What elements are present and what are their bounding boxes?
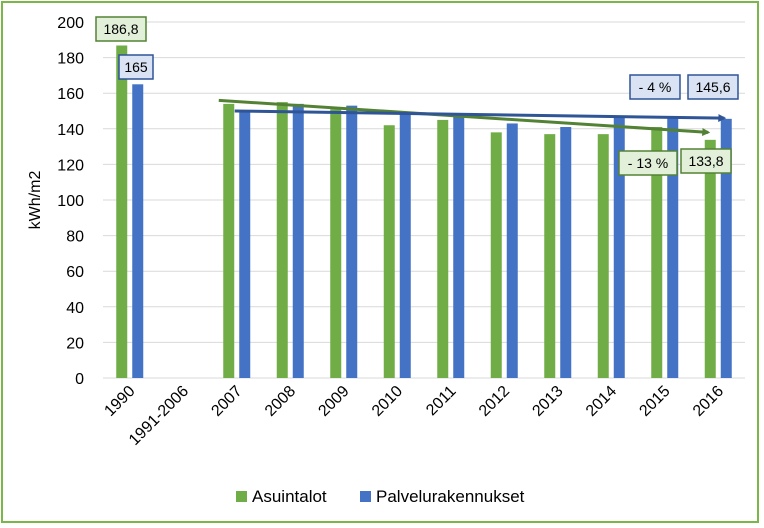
x-tick-label: 2016 bbox=[690, 383, 727, 420]
bar-palvelurakennukset-2014 bbox=[613, 116, 625, 378]
bar-asuintalot-2013 bbox=[544, 134, 556, 378]
legend-label-asuintalot: Asuintalot bbox=[252, 487, 327, 506]
legend: Asuintalot Palvelurakennukset bbox=[236, 487, 525, 506]
bar-asuintalot-2015 bbox=[651, 127, 663, 379]
bar-palvelurakennukset-2009 bbox=[346, 105, 358, 378]
legend-swatch-palvelurakennukset bbox=[360, 491, 371, 502]
x-tick-label: 2008 bbox=[262, 383, 299, 420]
y-tick-label: 140 bbox=[57, 122, 84, 139]
y-tick-label: 160 bbox=[57, 86, 84, 103]
bar-palvelurakennukset-2011 bbox=[453, 114, 465, 378]
bar-palvelurakennukset-2012 bbox=[506, 123, 518, 379]
bar-palvelurakennukset-2008 bbox=[292, 103, 304, 378]
y-tick-label: 100 bbox=[57, 193, 84, 210]
callout-5: 133,8 bbox=[680, 148, 732, 174]
y-tick-label: 20 bbox=[66, 335, 84, 352]
x-tick-label: 2007 bbox=[208, 383, 245, 420]
legend-swatch-asuintalot bbox=[236, 491, 247, 502]
trendlines bbox=[218, 98, 727, 136]
x-tick-label: 1990 bbox=[101, 383, 138, 420]
bar-asuintalot-2014 bbox=[597, 134, 609, 378]
trendline-asuintalot bbox=[218, 98, 711, 136]
callout-label: 186,8 bbox=[103, 21, 138, 37]
callout-0: 186,8 bbox=[95, 16, 147, 42]
legend-label-palvelurakennukset: Palvelurakennukset bbox=[376, 487, 525, 506]
data-callouts: 186,8 165 - 4 % 145,6 - 13 % 133,8 bbox=[95, 16, 739, 176]
bar-asuintalot-1990 bbox=[116, 45, 128, 378]
callout-3: 145,6 bbox=[687, 74, 739, 100]
bar-asuintalot-2009 bbox=[330, 109, 342, 378]
bar-asuintalot-2007 bbox=[223, 103, 235, 378]
y-tick-label: 40 bbox=[66, 300, 84, 317]
callout-2: - 4 % bbox=[629, 74, 681, 100]
y-tick-label: 80 bbox=[66, 229, 84, 246]
bar-asuintalot-2010 bbox=[383, 125, 395, 379]
x-tick-label: 2010 bbox=[369, 383, 406, 420]
x-tick-label: 2009 bbox=[315, 383, 352, 420]
trendline-palvelurakennukset bbox=[234, 109, 727, 123]
callout-1: 165 bbox=[118, 54, 154, 80]
callout-4: - 13 % bbox=[618, 150, 678, 176]
bar-asuintalot-2012 bbox=[490, 132, 502, 378]
y-tick-label: 200 bbox=[57, 15, 84, 32]
bar-palvelurakennukset-1990 bbox=[132, 84, 144, 379]
callout-label: 165 bbox=[124, 59, 148, 75]
bar-palvelurakennukset-2013 bbox=[560, 127, 572, 379]
x-tick-label: 2013 bbox=[529, 383, 566, 420]
callout-label: 145,6 bbox=[695, 79, 730, 95]
x-tick-label: 2014 bbox=[583, 383, 620, 420]
callout-label: - 4 % bbox=[639, 79, 672, 95]
bar-palvelurakennukset-2015 bbox=[667, 118, 679, 379]
callout-label: - 13 % bbox=[628, 155, 668, 171]
y-tick-label: 180 bbox=[57, 51, 84, 68]
y-tick-label: 120 bbox=[57, 157, 84, 174]
bar-asuintalot-2011 bbox=[437, 119, 449, 379]
bars bbox=[116, 45, 732, 379]
bar-asuintalot-2016 bbox=[704, 139, 716, 378]
x-tick-label: 2015 bbox=[636, 383, 673, 420]
bar-palvelurakennukset-2010 bbox=[399, 112, 411, 378]
bar-palvelurakennukset-2007 bbox=[239, 111, 251, 378]
y-axis-label: kWh/m2 bbox=[27, 171, 44, 230]
x-tick-label: 2012 bbox=[476, 383, 513, 420]
callout-label: 133,8 bbox=[688, 153, 723, 169]
y-tick-label: 0 bbox=[75, 371, 84, 388]
y-tick-labels: 0 20 40 60 80 100 120 140 160 180 200 bbox=[57, 15, 84, 388]
x-tick-label: 2011 bbox=[423, 383, 459, 419]
bar-asuintalot-2008 bbox=[276, 102, 288, 378]
bar-palvelurakennukset-2016 bbox=[720, 118, 732, 378]
y-tick-label: 60 bbox=[66, 264, 84, 281]
